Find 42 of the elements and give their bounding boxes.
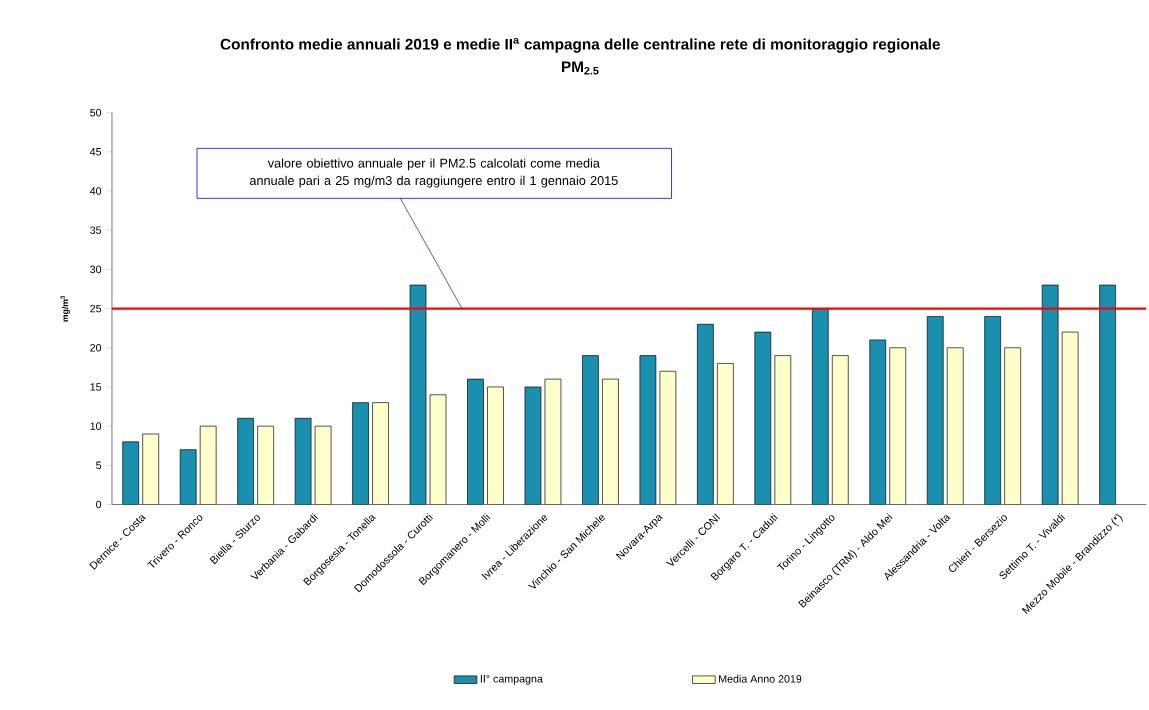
bar — [754, 331, 771, 505]
bar — [947, 347, 964, 505]
chart-subtitle: PM$_{2.5}$ — [561, 61, 599, 75]
bar — [1099, 284, 1116, 505]
bar — [582, 355, 599, 505]
bar — [774, 355, 791, 505]
bar — [467, 378, 484, 505]
bar — [1004, 347, 1021, 505]
y-tick-label: 0 — [96, 500, 102, 509]
bar — [122, 441, 139, 505]
bar — [697, 324, 714, 505]
ref-line-label: valore obiettivo annuale per il PM2.5 calcolati come media annuale pari a 25 mg/m3 da raggiungere entro il 1 gennaio 2015 — [249, 158, 618, 188]
y-tick-label: 20 — [90, 343, 102, 352]
bar — [142, 433, 159, 505]
y-tick-label: 30 — [90, 265, 102, 273]
y-tick-label: 10 — [90, 422, 102, 430]
legend-label: Media Anno 2019 — [719, 674, 802, 683]
y-tick-label: 40 — [89, 187, 102, 195]
y-tick-label: 15 — [90, 383, 102, 391]
bar — [812, 308, 829, 505]
bar — [717, 363, 734, 505]
bar — [257, 425, 274, 505]
legend-label: II° campagna — [480, 674, 543, 685]
bar — [237, 418, 254, 505]
y-axis-title: mg/m$^{3}$ — [60, 295, 70, 322]
y-tick-label: 5 — [96, 461, 102, 469]
bar — [984, 316, 1001, 505]
bar — [602, 378, 619, 505]
bar — [180, 449, 197, 505]
chart-title: Confronto medie annuali 2019 e medie II$^{a}$ campagna delle centraline rete di monitoraggio regionale — [220, 37, 940, 53]
bar — [889, 347, 906, 505]
y-tick-label: 25 — [90, 304, 102, 313]
bar — [372, 402, 389, 505]
bar — [352, 402, 369, 505]
bar — [832, 355, 849, 505]
bar — [869, 339, 886, 505]
bar — [927, 316, 944, 505]
bar — [487, 386, 504, 505]
y-tick-label: 45 — [89, 147, 102, 156]
y-tick-label: 50 — [90, 108, 102, 117]
bar — [200, 425, 217, 505]
y-tick-label: 35 — [90, 226, 102, 234]
